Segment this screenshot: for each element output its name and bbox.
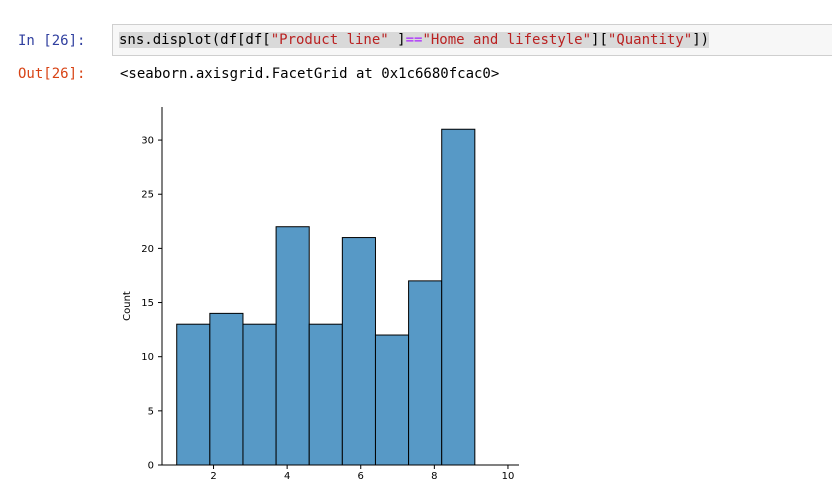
- histogram-bar: [408, 280, 443, 466]
- code-operator: ==: [405, 32, 423, 48]
- output-repr: <seaborn.axisgrid.FacetGrid at 0x1c6680f…: [120, 66, 500, 82]
- y-tick-label: 25: [141, 190, 154, 201]
- x-tick-label: 4: [284, 471, 290, 482]
- chart-axes: 0 5 10 15 20 25 30 2 4 6 8 10: [141, 107, 519, 482]
- output-prompt: Out[26]:: [18, 66, 86, 82]
- y-tick-label: 10: [141, 352, 154, 363]
- histogram-bar: [374, 334, 410, 466]
- code-mid2: ][: [591, 32, 608, 48]
- histogram-bar: [308, 323, 343, 466]
- y-axis-label: Count: [122, 291, 133, 321]
- histogram-bar: [441, 128, 476, 466]
- histogram-bar: [341, 237, 376, 466]
- y-tick-label: 15: [141, 298, 154, 309]
- input-cell[interactable]: In [26]: sns.displot(df[df["Product line…: [0, 0, 840, 60]
- x-tick-label: 2: [210, 471, 216, 482]
- histogram-bar: [275, 226, 310, 466]
- code-editor[interactable]: sns.displot(df[df["Product line" ]=="Hom…: [112, 24, 832, 56]
- x-tick-label: 6: [358, 471, 364, 482]
- x-tick-label: 8: [431, 471, 437, 482]
- histogram-bar: [209, 312, 244, 466]
- y-tick-label: 20: [141, 244, 154, 255]
- code-string-home: "Home and lifestyle": [422, 32, 592, 48]
- histogram-bars: [176, 128, 476, 466]
- x-tick-label: 10: [502, 471, 515, 482]
- y-tick-label: 30: [141, 136, 154, 147]
- code-string-quantity: "Quantity": [607, 32, 693, 48]
- code-mid: ]: [388, 32, 406, 48]
- histogram-bar: [176, 323, 211, 466]
- y-tick-label: 0: [148, 461, 154, 472]
- code-text[interactable]: sns.displot(df[df["Product line" ]=="Hom…: [119, 32, 710, 48]
- input-prompt: In [26]:: [18, 33, 86, 49]
- code-suffix: ]): [692, 32, 710, 48]
- code-string-product-line: "Product line": [270, 32, 389, 48]
- code-prefix: sns.displot(df[df[: [119, 32, 271, 48]
- y-tick-label: 5: [148, 406, 154, 417]
- histogram-bar: [242, 323, 277, 466]
